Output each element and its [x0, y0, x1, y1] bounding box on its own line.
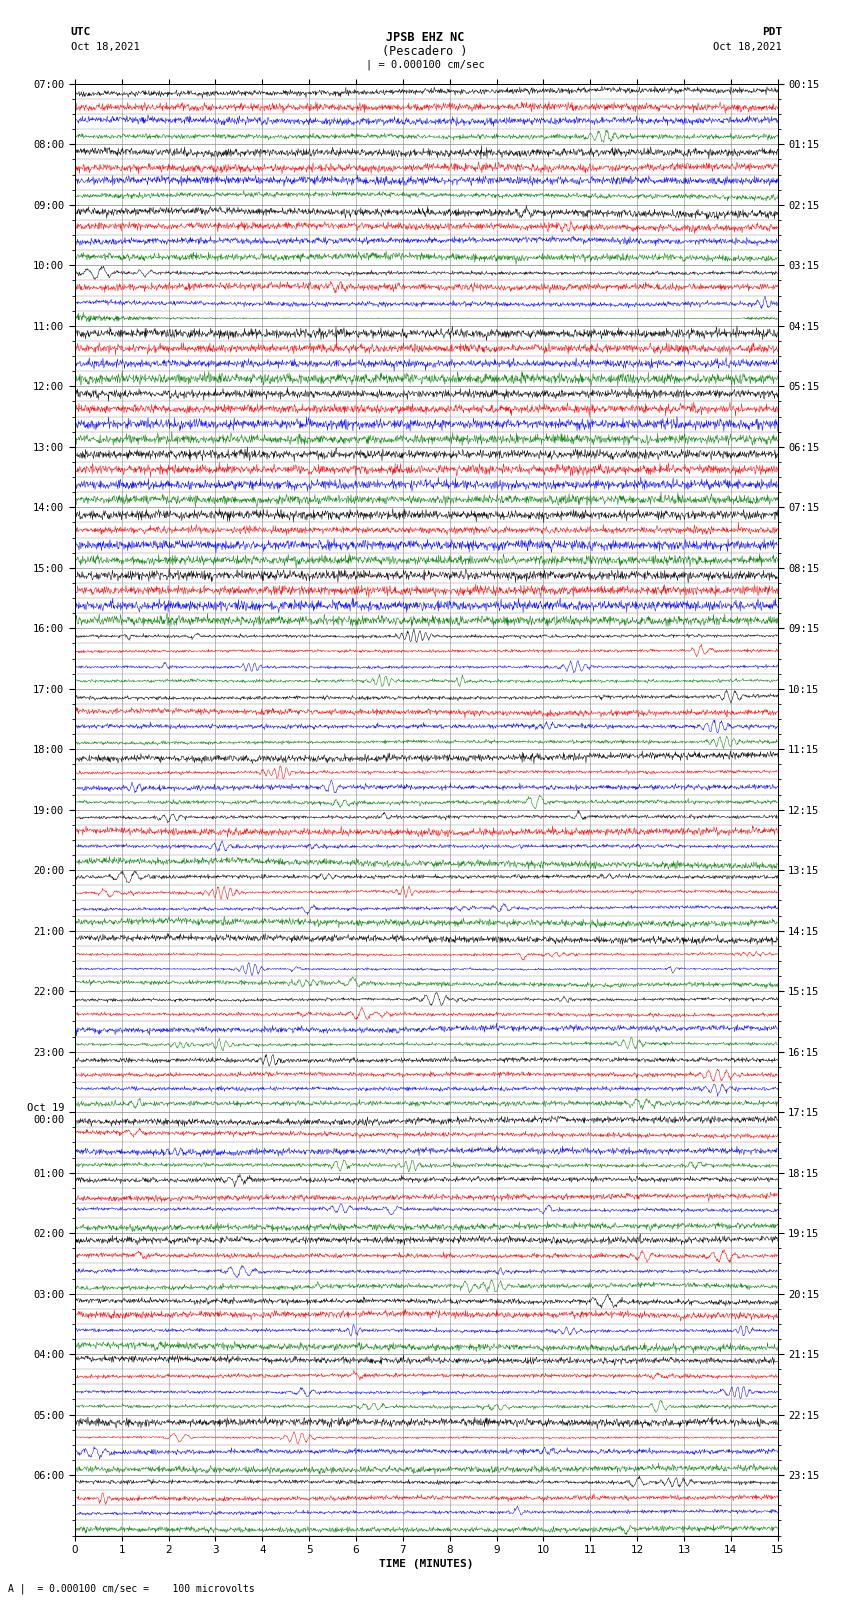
Text: PDT: PDT: [762, 27, 782, 37]
Text: A |  = 0.000100 cm/sec =    100 microvolts: A | = 0.000100 cm/sec = 100 microvolts: [8, 1582, 255, 1594]
Text: | = 0.000100 cm/sec: | = 0.000100 cm/sec: [366, 60, 484, 71]
Text: Oct 18,2021: Oct 18,2021: [71, 42, 139, 52]
Text: UTC: UTC: [71, 27, 91, 37]
Text: JPSB EHZ NC: JPSB EHZ NC: [386, 31, 464, 44]
X-axis label: TIME (MINUTES): TIME (MINUTES): [379, 1560, 473, 1569]
Text: (Pescadero ): (Pescadero ): [382, 45, 468, 58]
Text: Oct 18,2021: Oct 18,2021: [713, 42, 782, 52]
